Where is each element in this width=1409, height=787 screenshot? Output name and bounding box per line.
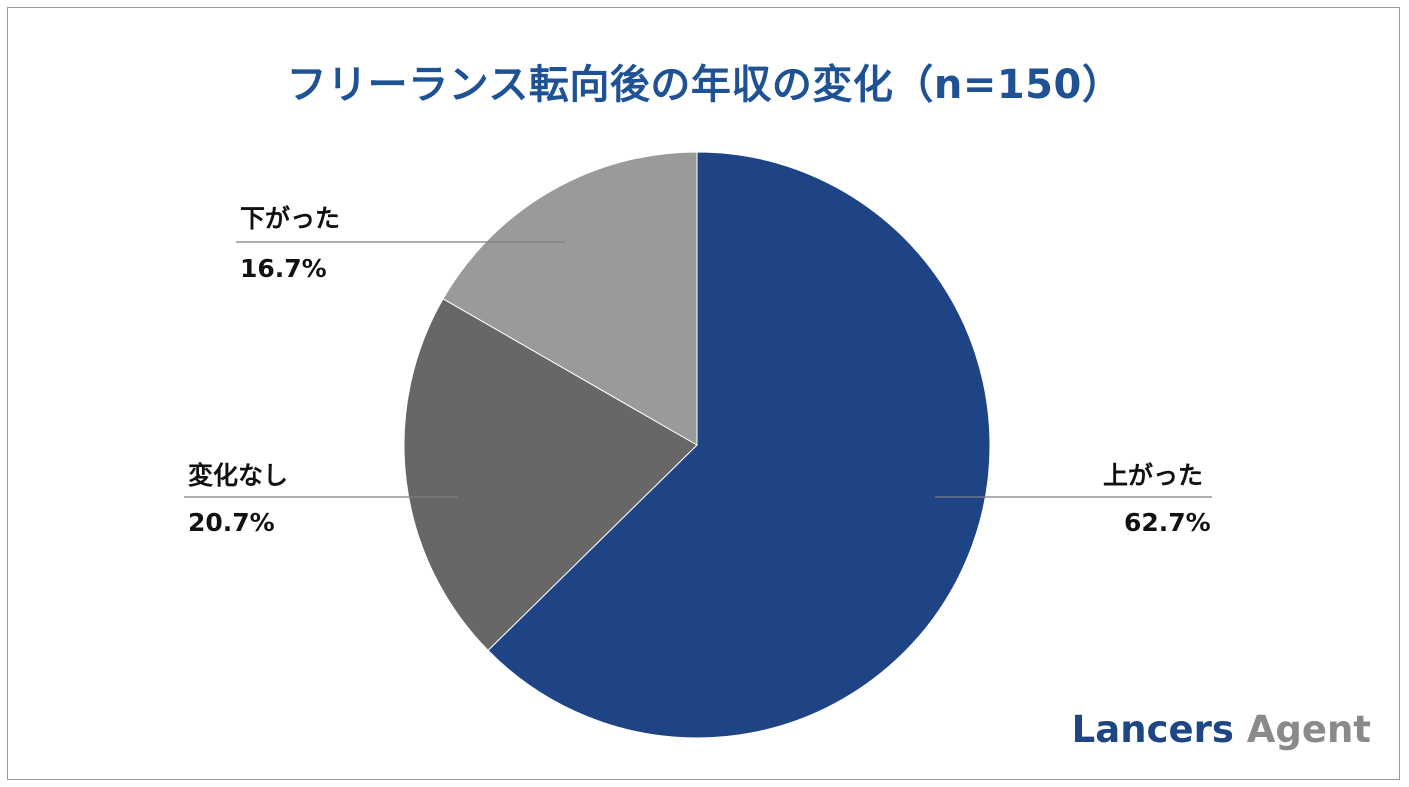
logo-agent: Agent (1246, 708, 1371, 751)
slice-value-up: 62.7% (1124, 508, 1211, 537)
chart-title: フリーランス転向後の年収の変化（n=150） (286, 62, 1123, 108)
logo-lancers: Lancers (1071, 708, 1234, 751)
slice-value-nochange: 20.7% (188, 508, 275, 537)
slice-value-down: 16.7% (240, 254, 327, 283)
leader-lines (184, 241, 1212, 498)
pie-slice-nochange (403, 298, 698, 652)
pie-slices (403, 151, 991, 739)
slice-label-down: 下がった (240, 204, 341, 233)
pie-slice-up (487, 151, 991, 739)
slice-label-nochange: 変化なし (188, 461, 289, 490)
slice-label-up: 上がった (1103, 461, 1204, 490)
lancers-agent-logo: Lancers Agent (1072, 708, 1371, 751)
pie-slice-down (442, 151, 698, 446)
